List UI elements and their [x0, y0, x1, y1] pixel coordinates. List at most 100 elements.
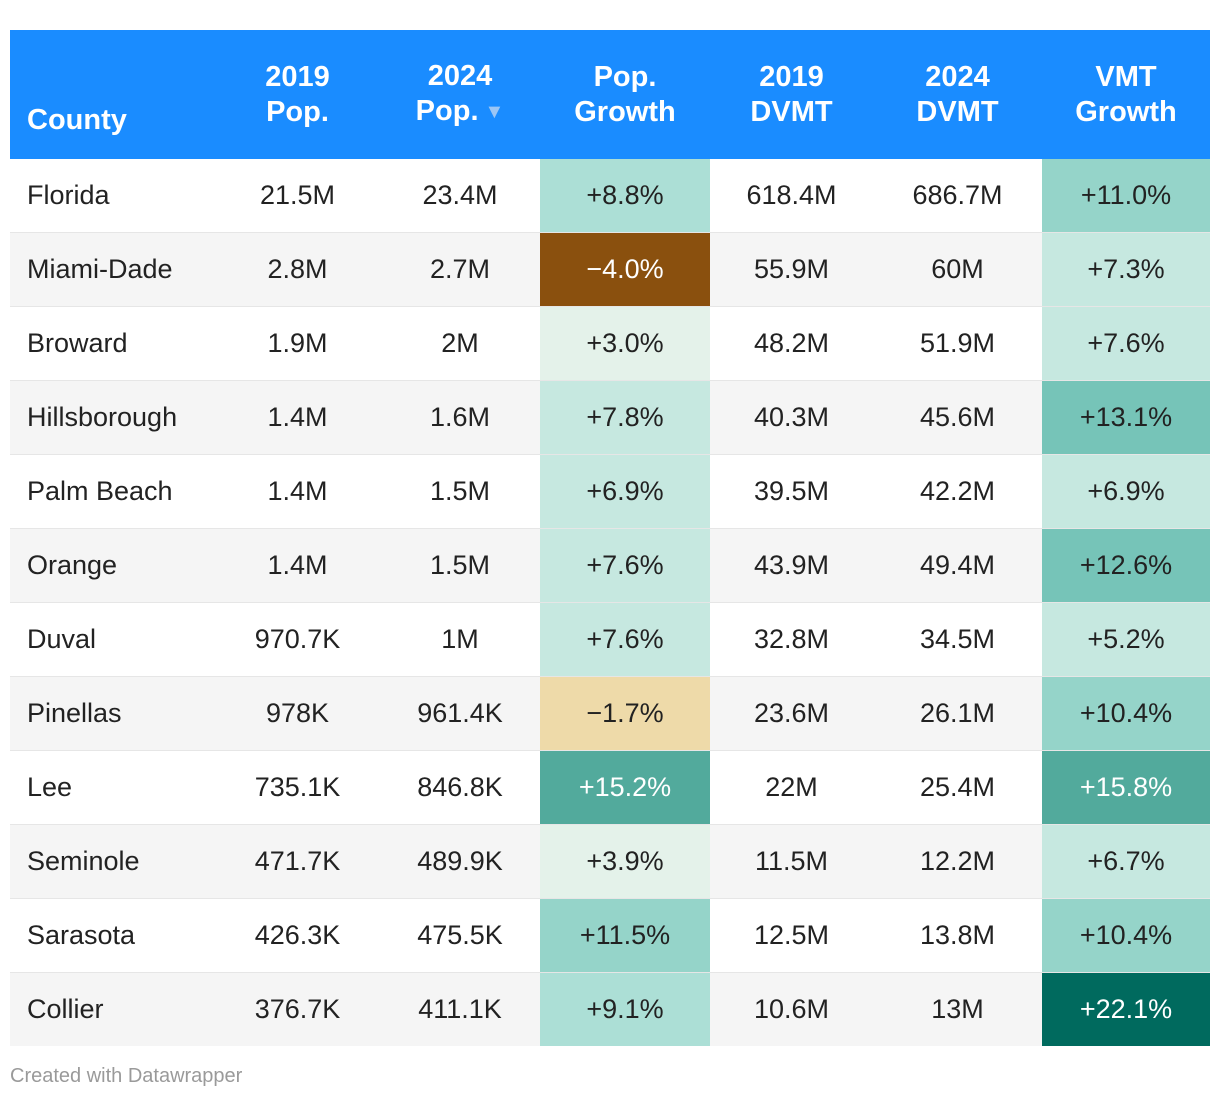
cell-vmt-growth: +13.1% — [1042, 380, 1210, 455]
cell-pop-2024: 411.1K — [380, 972, 540, 1046]
header-label-line: Growth — [1042, 95, 1210, 130]
header-label-text: Pop. — [266, 95, 329, 128]
header-label-line: 2019 — [215, 60, 380, 95]
header-vmt-growth[interactable]: VMT Growth — [1042, 30, 1210, 159]
cell-county: Hillsborough — [10, 380, 215, 455]
cell-pop-2019: 1.4M — [215, 528, 380, 603]
cell-dvmt-2024: 34.5M — [873, 602, 1042, 677]
cell-dvmt-2019: 22M — [710, 750, 873, 825]
cell-pop-2024: 2.7M — [380, 232, 540, 307]
header-label-line: Pop. — [215, 95, 380, 130]
header-label-line: County — [27, 103, 215, 138]
cell-county: Florida — [10, 159, 215, 233]
table-body: Florida 21.5M 23.4M +8.8% 618.4M 686.7M +11.0%… — [10, 159, 1210, 1046]
cell-dvmt-2019: 48.2M — [710, 306, 873, 381]
cell-pop-2019: 1.4M — [215, 454, 380, 529]
cell-pop-growth: +7.6% — [540, 528, 710, 603]
cell-vmt-growth: +7.3% — [1042, 232, 1210, 307]
cell-pop-2019: 426.3K — [215, 898, 380, 973]
header-label-text: 2019 — [759, 60, 824, 93]
cell-pop-2024: 1.5M — [380, 454, 540, 529]
cell-pop-2019: 471.7K — [215, 824, 380, 899]
cell-pop-growth: −4.0% — [540, 232, 710, 307]
header-label-text: 2019 — [265, 60, 330, 93]
cell-dvmt-2024: 26.1M — [873, 676, 1042, 751]
table-row: Broward 1.9M 2M +3.0% 48.2M 51.9M +7.6% — [10, 306, 1210, 381]
cell-dvmt-2024: 49.4M — [873, 528, 1042, 603]
cell-dvmt-2019: 39.5M — [710, 454, 873, 529]
cell-pop-2019: 2.8M — [215, 232, 380, 307]
header-label-text: Growth — [574, 95, 676, 128]
table-row: Duval 970.7K 1M +7.6% 32.8M 34.5M +5.2% — [10, 602, 1210, 677]
header-label-line: Pop. — [540, 60, 710, 95]
header-row: County 2019 Pop. 2024 Pop. ▼ Pop. Growth 2019 DVM… — [10, 30, 1210, 159]
cell-pop-growth: +15.2% — [540, 750, 710, 825]
header-county[interactable]: County — [10, 30, 215, 159]
cell-pop-2024: 23.4M — [380, 159, 540, 233]
cell-pop-2024: 489.9K — [380, 824, 540, 899]
cell-vmt-growth: +5.2% — [1042, 602, 1210, 677]
cell-county: Duval — [10, 602, 215, 677]
table-header: County 2019 Pop. 2024 Pop. ▼ Pop. Growth 2019 DVM… — [10, 30, 1210, 159]
cell-county: Seminole — [10, 824, 215, 899]
header-label-text: 2024 — [925, 60, 990, 93]
cell-pop-2019: 1.9M — [215, 306, 380, 381]
cell-vmt-growth: +22.1% — [1042, 972, 1210, 1046]
cell-pop-2019: 1.4M — [215, 380, 380, 455]
cell-pop-2024: 1.6M — [380, 380, 540, 455]
table-row: Florida 21.5M 23.4M +8.8% 618.4M 686.7M +11.0% — [10, 159, 1210, 233]
table-row: Pinellas 978K 961.4K −1.7% 23.6M 26.1M +10.4% — [10, 676, 1210, 751]
table-row: Miami-Dade 2.8M 2.7M −4.0% 55.9M 60M +7.3% — [10, 232, 1210, 307]
table-row: Seminole 471.7K 489.9K +3.9% 11.5M 12.2M +6.7% — [10, 824, 1210, 899]
cell-vmt-growth: +10.4% — [1042, 676, 1210, 751]
cell-pop-2024: 2M — [380, 306, 540, 381]
cell-pop-growth: +11.5% — [540, 898, 710, 973]
table-row: Lee 735.1K 846.8K +15.2% 22M 25.4M +15.8% — [10, 750, 1210, 825]
header-label-line: 2024 — [873, 60, 1042, 95]
header-label-line: Pop. ▼ — [380, 94, 540, 130]
cell-dvmt-2024: 12.2M — [873, 824, 1042, 899]
cell-pop-growth: +9.1% — [540, 972, 710, 1046]
cell-county: Pinellas — [10, 676, 215, 751]
table-row: Orange 1.4M 1.5M +7.6% 43.9M 49.4M +12.6% — [10, 528, 1210, 603]
header-label-text: 2024 — [427, 60, 493, 92]
cell-pop-2019: 376.7K — [215, 972, 380, 1046]
header-label-text: Pop. — [593, 60, 657, 93]
header-label-line: VMT — [1042, 60, 1210, 95]
cell-pop-growth: −1.7% — [540, 676, 710, 751]
header-label-text: VMT — [1095, 60, 1157, 93]
cell-dvmt-2024: 13M — [873, 972, 1042, 1046]
header-dvmt-2019[interactable]: 2019 DVMT — [710, 30, 873, 159]
cell-county: Orange — [10, 528, 215, 603]
cell-vmt-growth: +15.8% — [1042, 750, 1210, 825]
cell-dvmt-2024: 25.4M — [873, 750, 1042, 825]
cell-dvmt-2019: 11.5M — [710, 824, 873, 899]
header-dvmt-2024[interactable]: 2024 DVMT — [873, 30, 1042, 159]
header-label-line: DVMT — [710, 95, 873, 130]
header-label-text: County — [27, 104, 127, 136]
cell-pop-2019: 970.7K — [215, 602, 380, 677]
cell-vmt-growth: +7.6% — [1042, 306, 1210, 381]
header-pop-2024[interactable]: 2024 Pop. ▼ — [380, 30, 540, 159]
cell-dvmt-2024: 51.9M — [873, 306, 1042, 381]
header-label-text: Growth — [1075, 95, 1177, 128]
cell-pop-2024: 846.8K — [380, 750, 540, 825]
header-label-line: 2024 — [380, 59, 540, 94]
cell-county: Collier — [10, 972, 215, 1046]
cell-vmt-growth: +12.6% — [1042, 528, 1210, 603]
header-pop-growth[interactable]: Pop. Growth — [540, 30, 710, 159]
header-pop-2019[interactable]: 2019 Pop. — [215, 30, 380, 159]
cell-dvmt-2019: 10.6M — [710, 972, 873, 1046]
cell-pop-growth: +7.8% — [540, 380, 710, 455]
header-label-text: DVMT — [750, 95, 833, 128]
cell-pop-growth: +7.6% — [540, 602, 710, 677]
cell-pop-growth: +6.9% — [540, 454, 710, 529]
cell-pop-2024: 475.5K — [380, 898, 540, 973]
header-label-line: 2019 — [710, 60, 873, 95]
cell-vmt-growth: +10.4% — [1042, 898, 1210, 973]
sort-descending-icon[interactable]: ▼ — [484, 101, 505, 123]
cell-pop-2019: 21.5M — [215, 159, 380, 233]
table-row: Hillsborough 1.4M 1.6M +7.8% 40.3M 45.6M +13.1… — [10, 380, 1210, 455]
cell-dvmt-2024: 13.8M — [873, 898, 1042, 973]
table-row: Palm Beach 1.4M 1.5M +6.9% 39.5M 42.2M +6.9% — [10, 454, 1210, 529]
